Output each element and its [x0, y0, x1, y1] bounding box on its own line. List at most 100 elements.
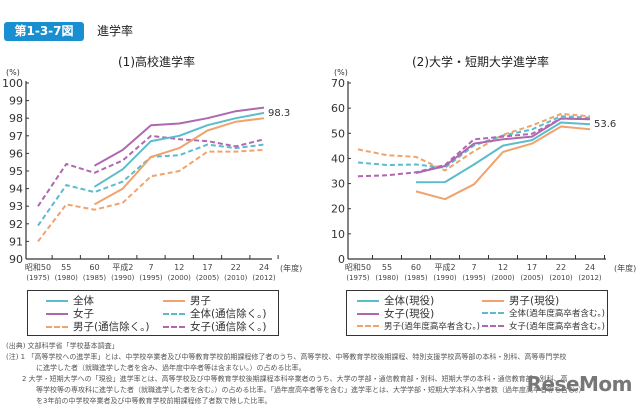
legend-label: 男子(現役) — [509, 295, 560, 307]
hs-y-tick-label: 91 — [9, 235, 23, 248]
univ-data-point — [589, 115, 591, 117]
hs-data-point — [122, 149, 124, 151]
hs-data-point — [235, 147, 237, 149]
figure-badge: 第1-3-7図 — [4, 22, 84, 41]
univ-data-point — [560, 115, 562, 117]
univ-value-annotation: 53.6 — [594, 119, 616, 130]
univ-data-point — [473, 184, 475, 186]
univ-data-point — [589, 128, 591, 130]
hs-x-tick-label: 17 — [202, 263, 212, 272]
univ-data-point — [357, 175, 359, 177]
hs-data-point — [178, 154, 180, 156]
univ-data-point — [473, 150, 475, 152]
hs-data-point — [94, 172, 96, 174]
hs-x-tick-sublabel: (1980) — [55, 274, 79, 282]
univ-x-tick-sublabel: (2012) — [578, 274, 602, 282]
hs-y-tick-label: 94 — [9, 183, 23, 196]
legend-label: 男子(通信除く。) — [73, 321, 150, 333]
legend-swatch-solid-male — [163, 299, 185, 302]
hs-data-point — [94, 209, 96, 211]
hs-x-tick-sublabel: (2000) — [168, 274, 192, 282]
univ-data-point — [386, 154, 388, 156]
legend-high-school: 全体 男子 女子 全体(通信除く。) 男子(通信除く。) 女子(通信除く。) — [27, 290, 279, 336]
hs-data-point — [65, 184, 67, 186]
hs-data-point — [263, 112, 265, 114]
hs-data-point — [263, 144, 265, 146]
hs-x-tick-sublabel: (1995) — [139, 274, 163, 282]
hs-x-tick-label: 平成2 — [112, 262, 133, 272]
univ-series-solid-total — [415, 121, 591, 184]
hs-data-point — [122, 181, 124, 183]
hs-y-tick-label: 92 — [9, 218, 23, 231]
hs-data-point — [37, 241, 39, 243]
univ-data-point — [502, 151, 504, 153]
univ-data-point — [502, 136, 504, 138]
univ-x-tick-label: 12 — [498, 263, 508, 272]
univ-x-tick-label: 昭和50 — [345, 263, 371, 272]
univ-x-tick-label: 24 — [585, 263, 595, 272]
hs-data-point — [122, 202, 124, 204]
legend-swatch-solid-total — [357, 299, 379, 302]
chart-title-university: (2)大学・短期大学進学率 — [412, 55, 549, 69]
note-1-cont: に進学した者（就職進学した者を含み、過年度中卒者等は含まない。）の占める比率。 — [36, 364, 306, 372]
hs-series-dashed-male — [37, 148, 265, 243]
hs-data-point — [235, 121, 237, 123]
legend-swatch-dashed-female — [163, 325, 185, 328]
hs-data-point — [178, 147, 180, 149]
legend-swatch-solid-female — [357, 312, 379, 315]
univ-x-tick-sublabel: (1975) — [346, 274, 370, 282]
univ-x-unit-label: (年度) — [614, 263, 636, 273]
legend-item-total: 全体 — [46, 293, 94, 308]
hs-data-point — [150, 135, 152, 137]
univ-x-tick-sublabel: (1985) — [404, 274, 428, 282]
hs-x-tick-label: 24 — [259, 263, 269, 272]
note-1: (注) 1 「高等学校への進学率」とは、中学校卒業者及び中等教育学校前期課程修了… — [6, 353, 567, 361]
univ-series-solid-female — [415, 117, 591, 174]
univ-data-point — [531, 136, 533, 138]
legend-label: 女子(通信除く。) — [190, 321, 267, 333]
hs-data-point — [207, 130, 209, 132]
hs-y-tick-label: 98 — [9, 112, 23, 125]
univ-x-tick-sublabel: (1990) — [433, 274, 457, 282]
univ-data-point — [589, 123, 591, 125]
hs-x-tick-sublabel: (2012) — [252, 274, 276, 282]
hs-series-solid-female — [94, 106, 265, 167]
hs-data-point — [263, 149, 265, 151]
legend-item-total-incl: 全体(過年度高卒者含む。) — [482, 307, 605, 319]
hs-x-tick-sublabel: (2005) — [196, 274, 220, 282]
univ-x-tick-sublabel: (1995) — [462, 274, 486, 282]
univ-data-point — [386, 174, 388, 176]
univ-data-point — [415, 164, 417, 166]
univ-y-tick-label: 0 — [338, 253, 345, 266]
hs-data-point — [207, 144, 209, 146]
legend-label: 女子(過年度高卒者含む。) — [509, 322, 605, 332]
hs-x-tick-sublabel: (1975) — [26, 274, 50, 282]
hs-data-point — [122, 160, 124, 162]
hs-data-point — [65, 204, 67, 206]
legend-item-female-current: 女子(現役) — [357, 306, 434, 321]
hs-data-point — [37, 205, 39, 207]
legend-label: 全体(現役) — [384, 295, 435, 307]
univ-data-point — [502, 145, 504, 147]
hs-data-point — [150, 175, 152, 177]
hs-data-point — [94, 204, 96, 206]
hs-series-solid-total — [93, 111, 265, 188]
univ-data-point — [473, 164, 475, 166]
legend-item-male: 男子 — [163, 293, 211, 308]
univ-data-point — [386, 164, 388, 166]
charts-canvas: 90919293949596979899100(%)昭和50(1975)55(1… — [2, 68, 636, 282]
hs-series-solid-male — [94, 117, 265, 206]
hs-x-tick-sublabel: (2010) — [224, 274, 248, 282]
univ-x-tick-label: 22 — [556, 263, 566, 272]
hs-data-point — [122, 168, 124, 170]
hs-data-point — [150, 140, 152, 142]
hs-data-point — [122, 188, 124, 190]
legend-swatch-solid-female — [46, 312, 68, 315]
univ-x-tick-label: 60 — [411, 263, 421, 272]
note-2: 2 大学・短期大学への「現役」進学率とは、高等学校及び中等教育学校後期課程本科卒… — [22, 375, 568, 383]
legend-item-total-excl: 全体(通信除く。) — [163, 306, 266, 321]
legend-swatch-dashed-total — [163, 312, 185, 315]
watermark-logo: ReseMom — [526, 372, 633, 396]
legend-university: 全体(現役) 男子(現役) 女子(現役) 全体(過年度高卒者含む。) 男子(過年… — [346, 290, 608, 336]
univ-data-point — [473, 139, 475, 141]
